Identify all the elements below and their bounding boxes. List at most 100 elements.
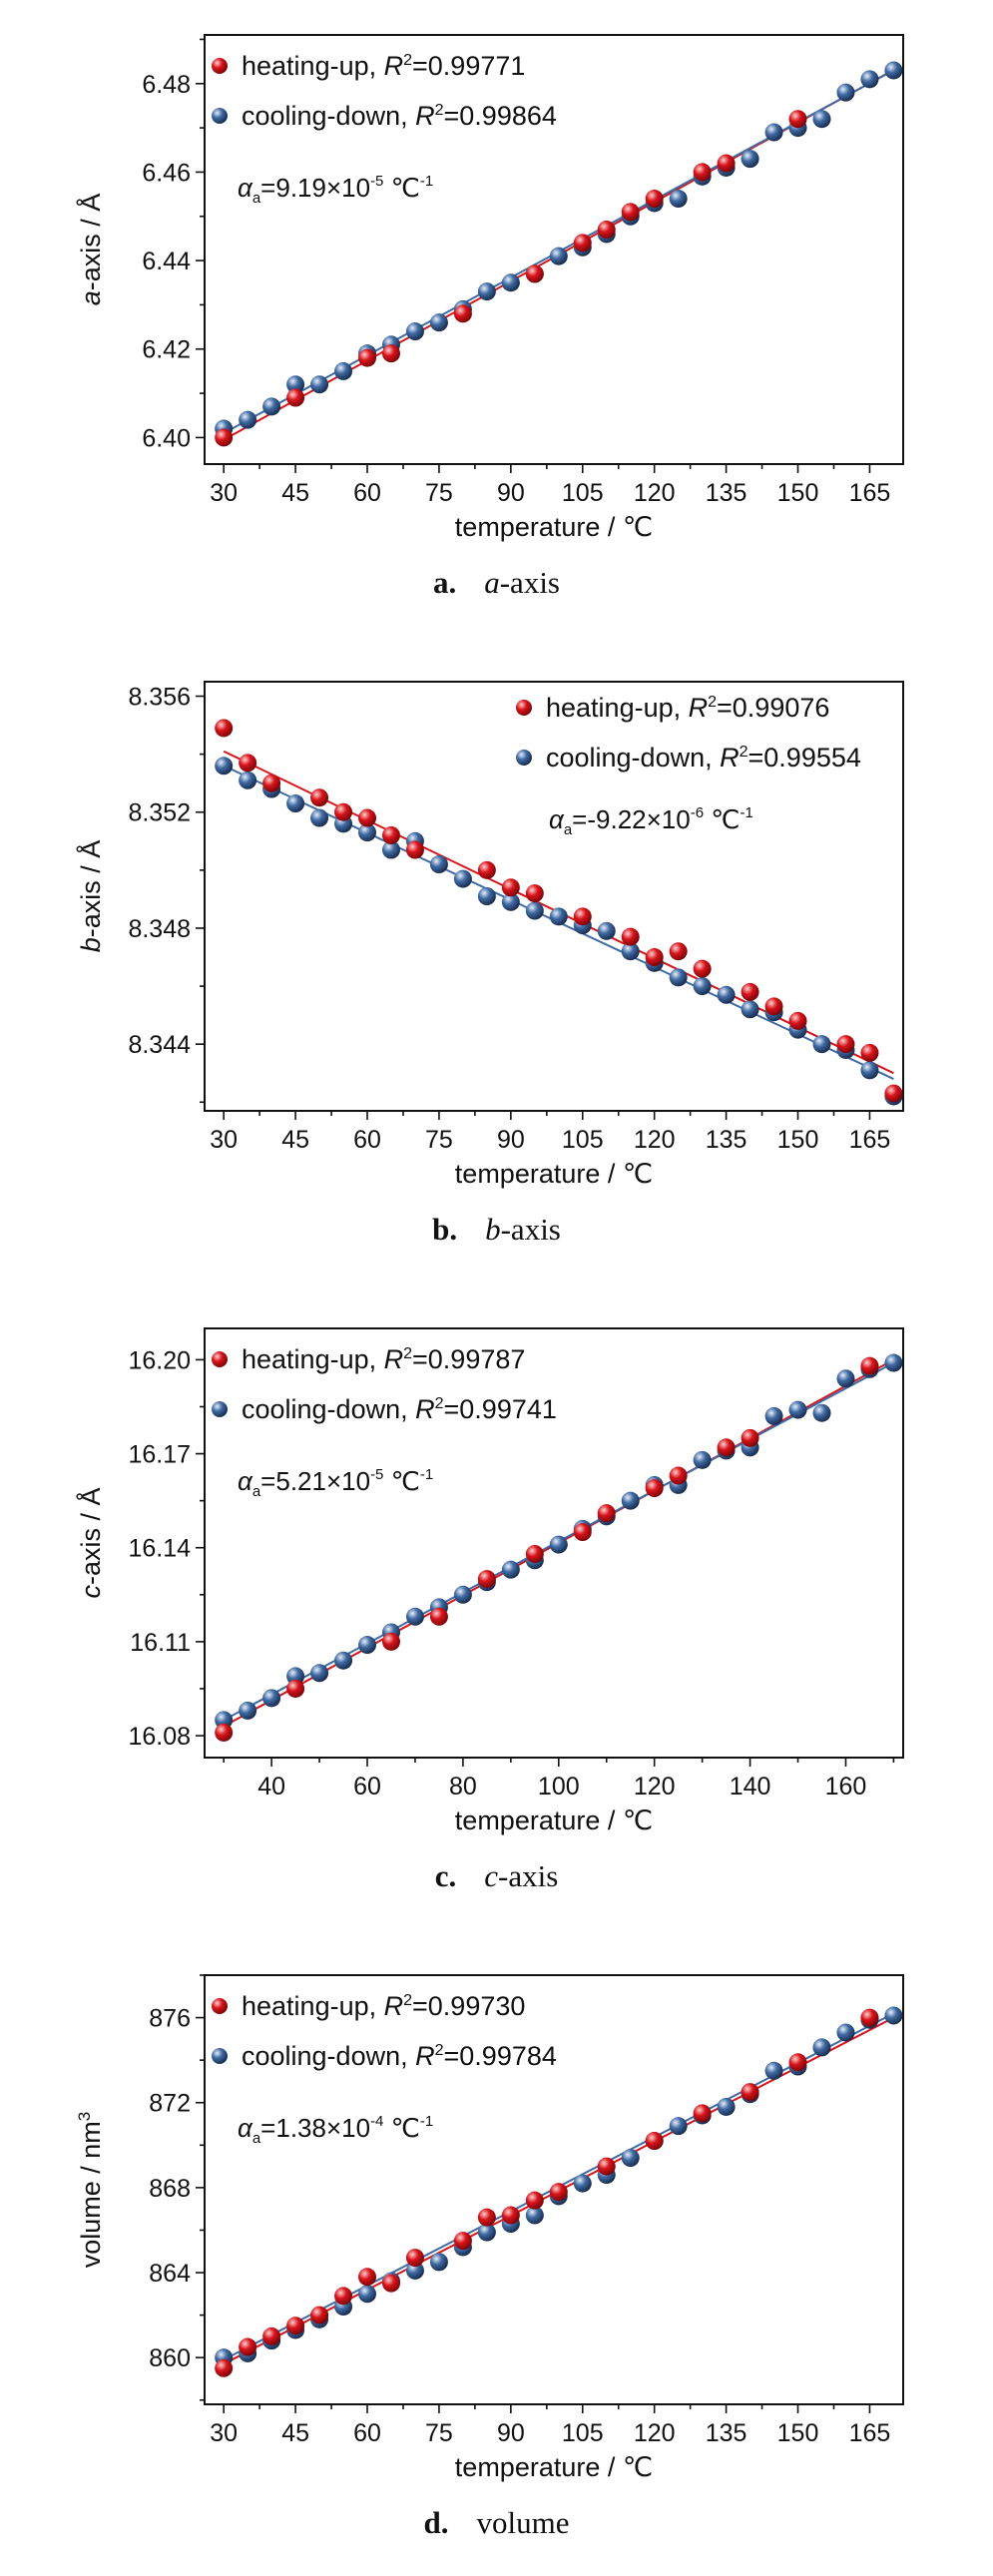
caption-text: volume <box>476 2505 570 2540</box>
x-tick-label: 150 <box>777 1126 819 1154</box>
heating-data-point <box>310 788 329 807</box>
x-tick-label: 165 <box>849 1126 891 1154</box>
heating-data-point <box>597 221 616 240</box>
heating-data-point <box>788 1011 807 1030</box>
cooling-data-point <box>239 771 257 789</box>
cooling-data-point <box>310 375 329 394</box>
heating-data-point <box>645 1479 664 1498</box>
x-tick-label: 165 <box>849 2419 891 2447</box>
cooling-data-point <box>310 1664 329 1683</box>
cooling-data-point <box>286 375 305 394</box>
heating-data-point <box>381 344 400 363</box>
cooling-data-point <box>429 855 448 874</box>
cooling-data-point <box>239 410 257 429</box>
heating-data-point <box>597 1504 616 1523</box>
cooling-data-point <box>453 1585 472 1604</box>
plot-frame <box>204 1974 904 2405</box>
cooling-data-point <box>836 83 855 102</box>
heating-data-point <box>860 2008 879 2027</box>
legend-cooling-marker <box>516 750 532 766</box>
x-tick-label: 30 <box>210 1126 238 1154</box>
x-tick-label: 45 <box>281 1126 309 1154</box>
x-tick-label: 120 <box>634 1773 676 1801</box>
y-tick-label: 16.08 <box>128 1723 191 1751</box>
x-tick-label: 45 <box>281 479 309 507</box>
heating-data-point <box>549 2183 568 2202</box>
x-tick-label: 30 <box>210 479 238 507</box>
y-axis-label: a-axis / Å <box>75 194 106 306</box>
cooling-data-point <box>669 968 688 987</box>
heating-data-point <box>693 163 712 182</box>
heating-data-point <box>286 388 305 407</box>
heating-data-point <box>836 1035 855 1054</box>
caption-letter: d. <box>423 2505 449 2540</box>
caption-c: c. c-axis <box>0 1858 993 1894</box>
cooling-data-point <box>453 869 472 888</box>
y-tick-label: 6.48 <box>142 71 191 99</box>
cooling-data-point <box>669 2117 688 2136</box>
caption-italic: a <box>484 565 500 600</box>
heating-data-point <box>573 234 592 253</box>
heating-data-point <box>573 1523 592 1542</box>
cooling-data-point <box>549 1535 568 1554</box>
cooling-data-point <box>549 907 568 926</box>
cooling-data-point <box>836 2023 855 2042</box>
x-tick-label: 135 <box>706 2419 747 2447</box>
heating-data-point <box>477 2208 496 2227</box>
legend-cooling-marker <box>212 2048 228 2064</box>
x-axis-label: temperature / ℃ <box>455 1159 653 1189</box>
heating-data-point <box>669 1466 688 1485</box>
y-tick-label: 16.14 <box>128 1535 191 1563</box>
cooling-data-point <box>764 123 783 142</box>
y-tick-label: 864 <box>149 2260 191 2288</box>
heating-data-point <box>645 190 664 209</box>
heating-data-point <box>477 860 496 879</box>
heating-data-point <box>429 1607 448 1626</box>
cooling-data-point <box>812 1403 831 1422</box>
heating-data-point <box>405 2249 424 2268</box>
heating-data-point <box>788 2053 807 2072</box>
y-tick-label: 872 <box>149 2090 191 2118</box>
cooling-data-point <box>573 2174 592 2193</box>
cooling-data-point <box>621 942 640 961</box>
x-tick-label: 60 <box>353 479 381 507</box>
y-tick-label: 6.40 <box>142 424 191 452</box>
heating-data-point <box>669 942 688 961</box>
plot-frame <box>204 681 904 1112</box>
y-tick-label: 868 <box>149 2175 191 2203</box>
cooling-data-point <box>429 313 448 332</box>
legend-heating-marker <box>516 700 532 716</box>
plot-frame <box>204 1327 904 1759</box>
x-tick-label: 45 <box>281 2419 309 2447</box>
x-tick-label: 120 <box>634 479 676 507</box>
cooling-data-point <box>860 1061 879 1080</box>
heating-data-point <box>621 203 640 222</box>
legend-heating-label: heating-up, R2=0.99771 <box>242 51 525 81</box>
y-tick-label: 6.46 <box>142 159 191 187</box>
heating-data-point <box>215 2358 234 2377</box>
legend-cooling-label: cooling-down, R2=0.99784 <box>242 2041 557 2071</box>
heating-data-point <box>262 2326 281 2345</box>
x-tick-label: 90 <box>497 1126 525 1154</box>
heating-data-point <box>453 2232 472 2251</box>
plot-frame <box>204 34 904 465</box>
cooling-data-point <box>884 61 903 80</box>
cooling-data-point <box>286 1667 305 1686</box>
heating-data-point <box>741 2083 759 2102</box>
cooling-data-point <box>764 2061 783 2080</box>
heating-data-point <box>525 264 544 283</box>
heating-data-point <box>310 2306 329 2324</box>
y-tick-label: 876 <box>149 2005 191 2033</box>
cooling-data-point <box>501 892 520 911</box>
expansion-coefficient-label: αa=-9.22×10-6 ℃-1 <box>549 804 753 838</box>
heating-data-point <box>334 2287 353 2306</box>
cooling-data-point <box>405 2261 424 2280</box>
cooling-data-point <box>836 1369 855 1388</box>
heating-data-point <box>358 808 377 827</box>
caption-b: b. b-axis <box>0 1212 993 1248</box>
cooling-data-point <box>239 1701 257 1720</box>
heating-data-point <box>597 2157 616 2176</box>
heating-data-point <box>525 1544 544 1563</box>
cooling-data-point <box>358 823 377 842</box>
cooling-data-point <box>693 977 712 996</box>
